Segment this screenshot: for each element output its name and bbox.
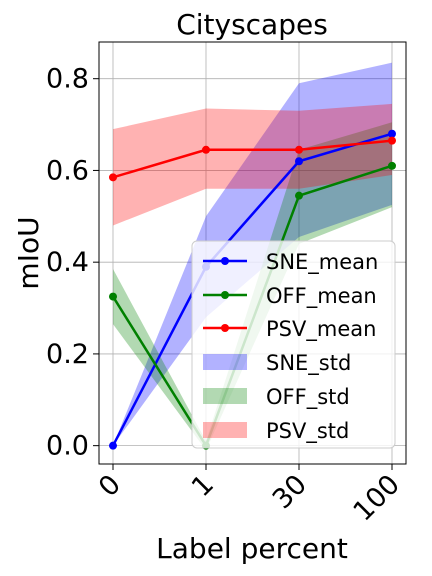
y-tick-label-4: 0.8	[46, 64, 89, 95]
psv-std-band	[113, 103, 392, 226]
legend-sne-std-swatch	[203, 354, 247, 370]
legend-psv-std-label: PSV_std	[266, 419, 349, 444]
off-std-band	[113, 122, 392, 451]
legend-sne-mean-label: SNE_mean	[266, 250, 378, 275]
y-tick-label-1: 0.2	[46, 339, 89, 370]
y-axis-label: mIoU	[12, 216, 45, 289]
legend-sne-std-label: SNE_std	[266, 351, 351, 376]
x-tick-label-2: 30	[267, 469, 313, 515]
psv-mean-point-3	[388, 136, 396, 145]
x-tick-label-1: 1	[186, 469, 220, 503]
off-mean-point-0	[109, 292, 117, 301]
x-tick-label-3: 100	[348, 469, 406, 527]
legend-psv-std-swatch	[203, 422, 247, 438]
legend-off-mean-label: OFF_mean	[266, 284, 377, 309]
sne-mean-point-3	[388, 129, 396, 138]
legend-off-std-swatch	[203, 388, 247, 404]
plot-frame	[98, 41, 407, 465]
legend-psv-mean-marker	[221, 324, 229, 332]
off-mean-point-2	[295, 191, 303, 200]
psv-mean-line	[112, 139, 393, 179]
y-tick-label-3: 0.6	[46, 155, 89, 186]
legend-sne-mean-marker	[221, 257, 229, 265]
sne-mean-line	[111, 132, 393, 447]
legend: SNE_mean OFF_mean PSV_mean SNE_std OFF_std PS…	[191, 240, 396, 449]
psv-mean-point-1	[202, 145, 210, 154]
sne-mean-point-2	[295, 157, 303, 166]
legend-box	[191, 240, 396, 449]
off-mean-point-3	[388, 161, 396, 170]
legend-off-mean-marker	[221, 291, 229, 299]
psv-mean-point-2	[295, 145, 303, 154]
legend-off-std-label: OFF_std	[266, 385, 350, 410]
sne-mean-point-0	[109, 441, 117, 450]
y-tick-label-0: 0.0	[46, 431, 89, 462]
chart-title: Cityscapes	[176, 8, 328, 41]
psv-mean-point-0	[109, 173, 117, 182]
x-tick-label-0: 0	[93, 469, 127, 503]
y-tick-label-2: 0.4	[46, 247, 89, 278]
x-axis-label: Label percent	[156, 532, 348, 565]
legend-psv-mean-label: PSV_mean	[266, 317, 376, 342]
